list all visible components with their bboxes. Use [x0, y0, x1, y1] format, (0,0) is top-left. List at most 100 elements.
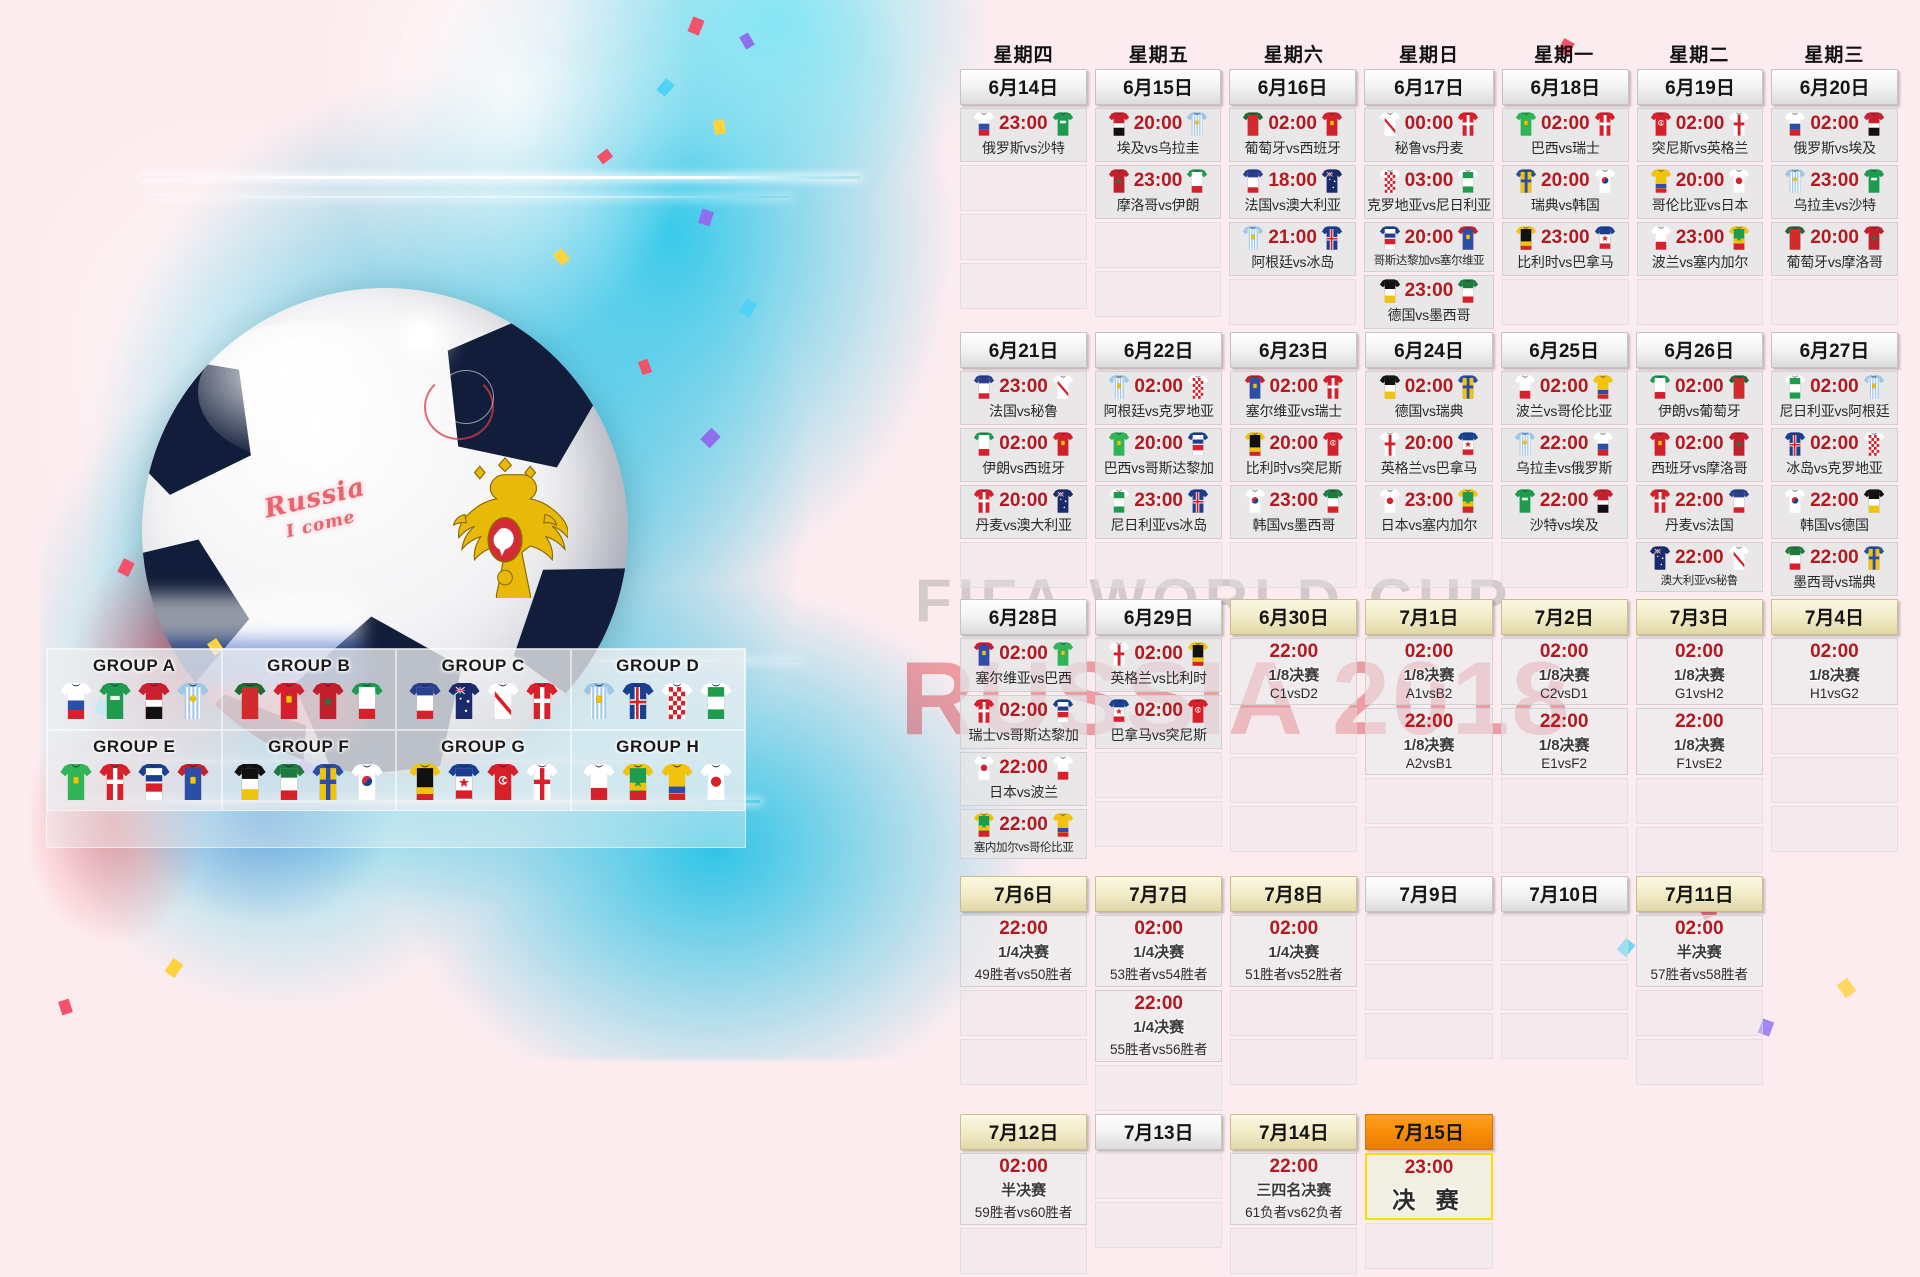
date-header[interactable]: 7月3日	[1635, 599, 1763, 635]
match-cell[interactable]: 23:00 波兰vs塞内加尔	[1636, 222, 1764, 276]
match-cell[interactable]: 22:00 日本vs波兰	[960, 752, 1088, 806]
match-cell[interactable]: 23:00 法国vs秘鲁	[960, 371, 1088, 425]
match-cell[interactable]: 23:00 比利时vs巴拿马	[1501, 222, 1629, 276]
group-box[interactable]: GROUP B	[221, 649, 396, 730]
group-box[interactable]: GROUP H	[570, 730, 745, 811]
match-cell[interactable]: 20:00 哥伦比亚vs日本	[1636, 165, 1764, 219]
date-header[interactable]: 7月11日	[1635, 876, 1763, 912]
match-cell[interactable]: 02:00 俄罗斯vs埃及	[1771, 108, 1898, 162]
match-cell[interactable]: 02:00 波兰vs哥伦比亚	[1500, 371, 1628, 425]
match-cell[interactable]: 02:00 塞尔维亚vs瑞士	[1230, 371, 1358, 425]
match-cell[interactable]: 22:00 塞内加尔vs哥伦比亚	[960, 809, 1088, 859]
date-header[interactable]: 6月18日	[1501, 69, 1629, 105]
match-cell[interactable]: 23:00 韩国vs墨西哥	[1230, 485, 1358, 539]
date-header[interactable]: 6月17日	[1363, 69, 1494, 105]
knockout-match-cell[interactable]: 22:00 1/8决赛 C1vsD2	[1230, 638, 1358, 705]
date-header[interactable]: 7月2日	[1500, 599, 1628, 635]
date-header[interactable]: 6月24日	[1365, 332, 1493, 368]
match-cell[interactable]: 23:00 日本vs塞内加尔	[1365, 485, 1493, 539]
match-cell[interactable]: 20:00 瑞典vs韩国	[1501, 165, 1629, 219]
match-cell[interactable]: 02:00 葡萄牙vs西班牙	[1229, 108, 1356, 162]
date-header[interactable]: 7月4日	[1770, 599, 1898, 635]
match-cell[interactable]: 02:00 伊朗vs西班牙	[960, 428, 1088, 482]
date-header[interactable]: 7月6日	[960, 876, 1088, 912]
knockout-match-cell[interactable]: 22:00 1/8决赛 A2vsB1	[1365, 708, 1493, 775]
date-header[interactable]: 7月14日	[1230, 1114, 1358, 1150]
date-header[interactable]: 6月14日	[960, 69, 1087, 105]
date-header[interactable]: 6月29日	[1095, 599, 1223, 635]
match-cell[interactable]: 23:00 乌拉圭vs沙特	[1771, 165, 1898, 219]
knockout-match-cell[interactable]: 22:00 1/8决赛 F1vsE2	[1635, 708, 1763, 775]
match-cell[interactable]: 22:00 墨西哥vs瑞典	[1770, 542, 1898, 596]
group-box[interactable]: GROUP G	[396, 730, 571, 811]
date-header[interactable]: 6月21日	[960, 332, 1088, 368]
date-header[interactable]: 6月19日	[1636, 69, 1764, 105]
match-cell[interactable]: 18:00 法国vs澳大利亚	[1229, 165, 1356, 219]
date-header[interactable]: 6月22日	[1095, 332, 1223, 368]
match-cell[interactable]: 22:00 丹麦vs法国	[1635, 485, 1763, 539]
match-cell[interactable]: 20:00 哥斯达黎加vs塞尔维亚	[1363, 222, 1494, 272]
date-header[interactable]: 6月25日	[1500, 332, 1628, 368]
knockout-match-cell[interactable]: 02:00 半决赛 59胜者vs60胜者	[960, 1153, 1088, 1225]
knockout-match-cell[interactable]: 02:00 半决赛 57胜者vs58胜者	[1635, 915, 1763, 987]
knockout-match-cell[interactable]: 22:00 1/4决赛 49胜者vs50胜者	[960, 915, 1088, 987]
match-cell[interactable]: 22:00 澳大利亚vs秘鲁	[1635, 542, 1763, 592]
match-cell[interactable]: 02:00 尼日利亚vs阿根廷	[1770, 371, 1898, 425]
date-header[interactable]: 7月10日	[1500, 876, 1628, 912]
match-cell[interactable]: 22:00 沙特vs埃及	[1500, 485, 1628, 539]
knockout-match-cell[interactable]: 02:00 1/4决赛 53胜者vs54胜者	[1095, 915, 1223, 987]
date-header[interactable]: 7月1日	[1365, 599, 1493, 635]
match-cell[interactable]: 20:00 英格兰vs巴拿马	[1365, 428, 1493, 482]
match-cell[interactable]: 02:00 伊朗vs葡萄牙	[1635, 371, 1763, 425]
match-cell[interactable]: 20:00 丹麦vs澳大利亚	[960, 485, 1088, 539]
match-cell[interactable]: 20:00 葡萄牙vs摩洛哥	[1771, 222, 1898, 276]
knockout-match-cell[interactable]: 02:00 1/8决赛 H1vsG2	[1770, 638, 1898, 705]
knockout-match-cell[interactable]: 02:00 1/8决赛 G1vsH2	[1635, 638, 1763, 705]
match-cell[interactable]: 00:00 秘鲁vs丹麦	[1363, 108, 1494, 162]
knockout-match-cell[interactable]: 02:00 1/8决赛 A1vsB2	[1365, 638, 1493, 705]
match-cell[interactable]: 02:00 英格兰vs比利时	[1095, 638, 1223, 692]
match-cell[interactable]: 02:00 塞尔维亚vs巴西	[960, 638, 1088, 692]
group-box[interactable]: GROUP D	[570, 649, 745, 730]
match-cell[interactable]: 23:00 摩洛哥vs伊朗	[1094, 165, 1222, 219]
date-header[interactable]: 7月9日	[1365, 876, 1493, 912]
date-header[interactable]: 7月8日	[1230, 876, 1358, 912]
date-header[interactable]: 7月15日	[1365, 1114, 1493, 1150]
match-cell[interactable]: 02:00 冰岛vs克罗地亚	[1770, 428, 1898, 482]
match-cell[interactable]: 23:00 尼日利亚vs冰岛	[1095, 485, 1223, 539]
group-box[interactable]: GROUP F	[221, 730, 396, 811]
knockout-match-cell[interactable]: 02:00 1/8决赛 C2vsD1	[1500, 638, 1628, 705]
group-box[interactable]: GROUP C	[396, 649, 571, 730]
match-cell[interactable]: 02:00 阿根廷vs克罗地亚	[1095, 371, 1223, 425]
group-box[interactable]: GROUP A	[47, 649, 222, 730]
match-cell[interactable]: 21:00 阿根廷vs冰岛	[1229, 222, 1356, 276]
date-header[interactable]: 7月13日	[1095, 1114, 1223, 1150]
match-cell[interactable]: 22:00 韩国vs德国	[1770, 485, 1898, 539]
date-header[interactable]: 6月16日	[1229, 69, 1356, 105]
match-cell[interactable]: 20:00 比利时vs突尼斯	[1230, 428, 1358, 482]
date-header[interactable]: 6月26日	[1635, 332, 1763, 368]
match-cell[interactable]: 02:00 巴拿马vs突尼斯	[1095, 695, 1223, 749]
match-cell[interactable]: 02:00 德国vs瑞典	[1365, 371, 1493, 425]
match-cell[interactable]: 22:00 乌拉圭vs俄罗斯	[1500, 428, 1628, 482]
match-cell[interactable]: 03:00 克罗地亚vs尼日利亚	[1363, 165, 1494, 219]
group-box[interactable]: GROUP E	[47, 730, 222, 811]
date-header[interactable]: 7月12日	[960, 1114, 1088, 1150]
match-cell[interactable]: 02:00 突尼斯vs英格兰	[1636, 108, 1764, 162]
knockout-match-cell[interactable]: 22:00 三四名决赛 61负者vs62负者	[1230, 1153, 1358, 1225]
date-header[interactable]: 6月30日	[1230, 599, 1358, 635]
match-cell[interactable]: 23:00 俄罗斯vs沙特	[960, 108, 1087, 162]
date-header[interactable]: 6月20日	[1771, 69, 1898, 105]
match-cell[interactable]: 20:00 埃及vs乌拉圭	[1094, 108, 1222, 162]
knockout-match-cell[interactable]: 22:00 1/4决赛 55胜者vs56胜者	[1095, 990, 1223, 1062]
match-cell[interactable]: 23:00 德国vs墨西哥	[1363, 275, 1494, 329]
date-header[interactable]: 6月23日	[1230, 332, 1358, 368]
match-cell[interactable]: 20:00 巴西vs哥斯达黎加	[1095, 428, 1223, 482]
date-header[interactable]: 7月7日	[1095, 876, 1223, 912]
match-cell[interactable]: 02:00 西班牙vs摩洛哥	[1635, 428, 1763, 482]
knockout-match-cell[interactable]: 02:00 1/4决赛 51胜者vs52胜者	[1230, 915, 1358, 987]
date-header[interactable]: 6月28日	[960, 599, 1088, 635]
match-cell[interactable]: 02:00 巴西vs瑞士	[1501, 108, 1629, 162]
match-cell[interactable]: 02:00 瑞士vs哥斯达黎加	[960, 695, 1088, 749]
date-header[interactable]: 6月27日	[1770, 332, 1898, 368]
